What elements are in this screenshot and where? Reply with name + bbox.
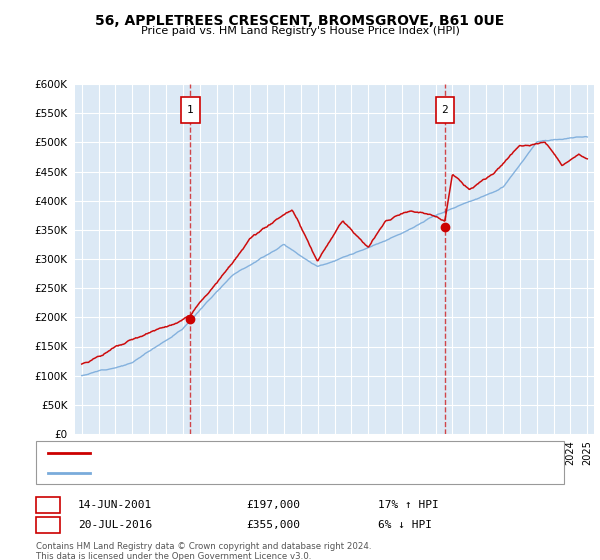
FancyBboxPatch shape [436, 97, 454, 123]
Text: 20-JUL-2016: 20-JUL-2016 [78, 520, 152, 530]
Text: 1: 1 [187, 105, 194, 115]
FancyBboxPatch shape [181, 97, 200, 123]
Text: Contains HM Land Registry data © Crown copyright and database right 2024.
This d: Contains HM Land Registry data © Crown c… [36, 542, 371, 560]
Text: HPI: Average price, detached house, Bromsgrove: HPI: Average price, detached house, Brom… [99, 469, 343, 478]
Text: 6% ↓ HPI: 6% ↓ HPI [378, 520, 432, 530]
Text: 14-JUN-2001: 14-JUN-2001 [78, 500, 152, 510]
Text: 56, APPLETREES CRESCENT, BROMSGROVE, B61 0UE: 56, APPLETREES CRESCENT, BROMSGROVE, B61… [95, 14, 505, 28]
Text: 56, APPLETREES CRESCENT, BROMSGROVE, B61 0UE (detached house): 56, APPLETREES CRESCENT, BROMSGROVE, B61… [99, 448, 454, 458]
Text: 2: 2 [44, 520, 52, 530]
Text: £197,000: £197,000 [246, 500, 300, 510]
Text: Price paid vs. HM Land Registry's House Price Index (HPI): Price paid vs. HM Land Registry's House … [140, 26, 460, 36]
Text: 2: 2 [442, 105, 448, 115]
Text: 1: 1 [44, 500, 52, 510]
Text: 17% ↑ HPI: 17% ↑ HPI [378, 500, 439, 510]
Text: £355,000: £355,000 [246, 520, 300, 530]
